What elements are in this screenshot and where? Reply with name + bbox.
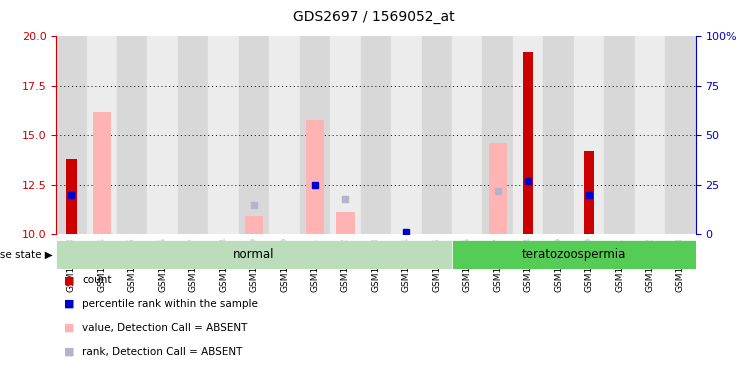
Bar	[300, 36, 330, 234]
Bar	[422, 36, 452, 234]
Bar	[337, 212, 355, 234]
Bar	[665, 36, 696, 234]
Bar	[56, 36, 87, 234]
Text: GDS2697 / 1569052_at: GDS2697 / 1569052_at	[293, 10, 455, 23]
Text: value, Detection Call = ABSENT: value, Detection Call = ABSENT	[82, 323, 248, 333]
Bar	[391, 36, 422, 234]
Bar	[543, 36, 574, 234]
Bar	[306, 119, 324, 234]
Bar	[361, 36, 391, 234]
Bar	[178, 36, 209, 234]
Text: rank, Detection Call = ABSENT: rank, Detection Call = ABSENT	[82, 347, 242, 357]
Bar	[604, 36, 635, 234]
Bar	[245, 217, 263, 234]
Bar	[147, 36, 178, 234]
Bar	[93, 112, 111, 234]
Bar	[209, 36, 239, 234]
Bar	[87, 36, 117, 234]
Bar	[482, 36, 513, 234]
Text: percentile rank within the sample: percentile rank within the sample	[82, 299, 258, 309]
Text: ■: ■	[64, 347, 74, 357]
Text: ■: ■	[64, 299, 74, 309]
Bar	[635, 36, 665, 234]
Bar	[513, 36, 543, 234]
Bar	[239, 36, 269, 234]
Text: ■: ■	[64, 275, 74, 285]
Text: ■: ■	[64, 323, 74, 333]
Bar	[488, 143, 507, 234]
Bar	[56, 240, 452, 269]
Bar	[583, 151, 595, 234]
Bar	[452, 240, 696, 269]
Bar	[523, 52, 533, 234]
Text: disease state ▶: disease state ▶	[0, 249, 52, 260]
Bar	[269, 36, 300, 234]
Bar	[117, 36, 147, 234]
Bar	[452, 36, 482, 234]
Bar	[574, 36, 604, 234]
Text: teratozoospermia: teratozoospermia	[521, 248, 626, 261]
Text: normal: normal	[233, 248, 275, 261]
Bar	[330, 36, 361, 234]
Text: count: count	[82, 275, 111, 285]
Bar	[66, 159, 76, 234]
